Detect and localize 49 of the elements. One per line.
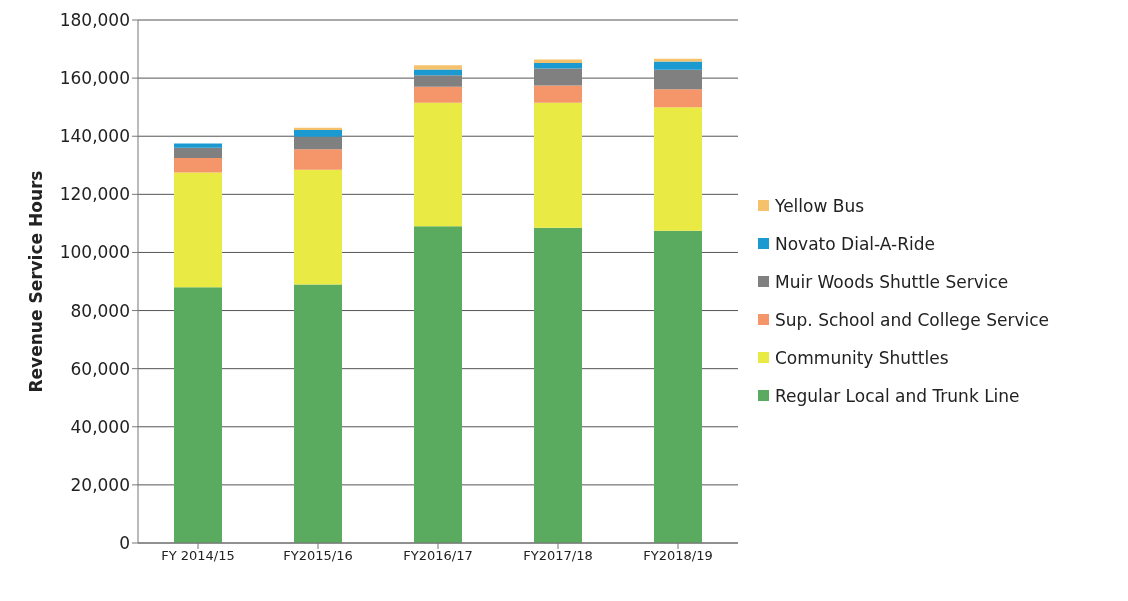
bar xyxy=(414,86,462,103)
bar xyxy=(294,149,342,170)
x-tick-label: FY2017/18 xyxy=(523,548,593,564)
y-tick-label: 20,000 xyxy=(70,474,130,495)
bar xyxy=(414,102,462,227)
bar xyxy=(534,85,582,103)
legend-label: Community Shuttles xyxy=(775,347,949,368)
y-tick-label: 0 xyxy=(119,533,130,554)
y-tick-label: 160,000 xyxy=(59,68,130,89)
bar xyxy=(654,61,702,70)
bar xyxy=(174,158,222,173)
bar xyxy=(294,130,342,137)
legend-label: Muir Woods Shuttle Service xyxy=(775,271,1009,292)
bar xyxy=(654,107,702,231)
y-tick-label: 120,000 xyxy=(59,184,130,205)
y-tick-label: 140,000 xyxy=(59,126,130,147)
bar xyxy=(294,136,342,150)
x-tick-label: FY2015/16 xyxy=(283,548,353,564)
legend-label: Regular Local and Trunk Line xyxy=(775,385,1020,406)
legend-label: Novato Dial-A-Ride xyxy=(775,233,935,254)
bar xyxy=(174,147,222,159)
legend-label: Yellow Bus xyxy=(775,195,865,216)
y-axis-title: Revenue Service Hours xyxy=(26,170,47,393)
bar xyxy=(654,89,702,108)
y-tick-label: 40,000 xyxy=(70,416,130,437)
x-tick-label: FY2018/19 xyxy=(643,548,713,564)
bar xyxy=(654,230,702,543)
legend-label: Sup. School and College Service xyxy=(775,309,1050,330)
bar xyxy=(534,63,582,69)
bar xyxy=(174,143,222,148)
y-tick-label: 80,000 xyxy=(70,300,130,321)
bar xyxy=(534,68,582,86)
bar xyxy=(294,284,342,543)
bar xyxy=(174,172,222,288)
bar xyxy=(414,65,462,70)
y-tick-label: 100,000 xyxy=(59,242,130,263)
bar xyxy=(414,69,462,76)
x-tick-label: FY 2014/15 xyxy=(161,548,235,564)
bar xyxy=(534,227,582,543)
bar xyxy=(294,169,342,285)
y-tick-label: 180,000 xyxy=(59,10,130,31)
bar xyxy=(174,287,222,543)
bar xyxy=(414,75,462,87)
bar xyxy=(414,226,462,543)
bar xyxy=(534,102,582,228)
bar xyxy=(654,58,702,62)
x-tick-label: FY2016/17 xyxy=(403,548,473,564)
y-tick-label: 60,000 xyxy=(70,358,130,379)
bar xyxy=(654,69,702,90)
